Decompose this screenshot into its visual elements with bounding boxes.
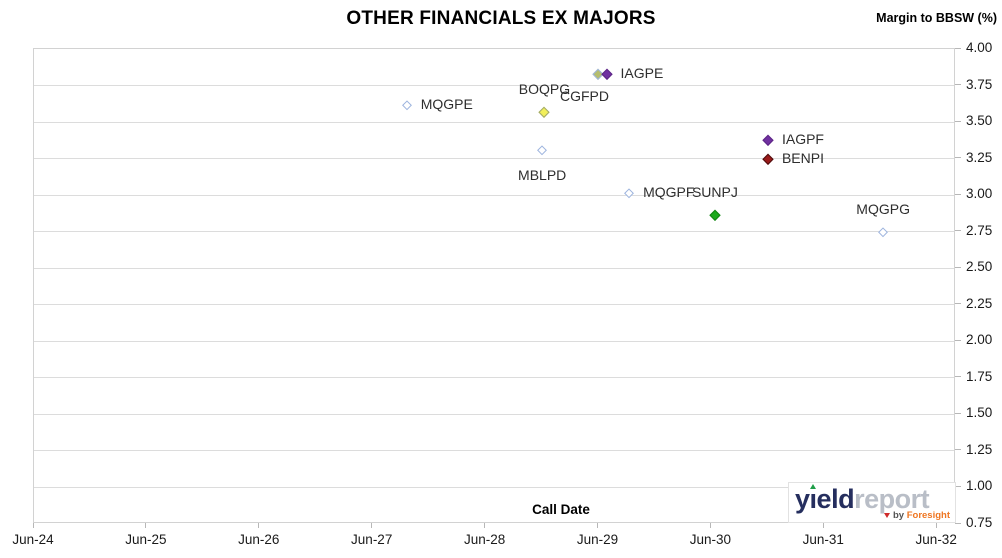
y-axis-tick [955,84,961,86]
y-axis-tick-label: 3.50 [966,113,993,129]
gridline [34,121,954,123]
point-label-iagpf: IAGPF [781,131,824,148]
gridline [34,304,954,306]
x-axis-tick-label: Jun-24 [12,532,54,547]
yieldreport-logo: yı eldreport by Foresight [788,482,956,523]
y-axis-tick-label: 1.00 [966,478,993,494]
logo-word-yield: yı eld [795,484,855,514]
y-axis-tick [955,266,961,268]
x-axis-tick [145,523,147,528]
logo-word-report: report [854,484,930,514]
y-axis-tick-label: 2.25 [966,295,993,311]
y-axis-tick [955,230,961,232]
x-axis-tick [371,523,373,528]
logo-byline: by Foresight [883,510,950,521]
x-axis-tick [258,523,260,528]
y-axis-tick [955,339,961,341]
y-axis-tick-label: 3.75 [966,76,993,92]
x-axis-tick [709,523,711,528]
point-label-mqgpf: MQGPF [643,183,695,200]
gridline [34,377,954,379]
x-axis-tick-label: Jun-30 [689,532,732,547]
x-axis-tick [822,523,824,528]
point-label-cgfpd: CGFPD [560,88,609,105]
red-triangle-icon [883,513,890,518]
y-axis-tick [955,157,961,159]
chart-title: OTHER FINANCIALS EX MAJORS [346,8,656,29]
y-axis-tick-label: 3.00 [966,186,993,202]
y-axis-title: Margin to BBSW (%) [876,11,997,25]
x-axis-tick-label: Jun-29 [576,532,619,547]
point-label-mqgpe: MQGPE [420,96,473,112]
point-label-iagpe: IAGPE [620,65,664,82]
gridline [34,194,954,196]
gridline [34,340,954,342]
gridline [34,450,954,452]
logo-brand-name: Foresight [906,510,950,521]
y-axis-tick [955,303,961,305]
plot-area [33,48,955,523]
x-axis-tick-label: Jun-31 [802,532,844,547]
point-label-mblpd: MBLPD [518,167,567,184]
y-axis-tick-label: 4.00 [966,40,993,55]
logo-letter-i: ı [809,484,817,514]
point-label-boqpg: BOQPG [518,81,571,98]
y-axis-tick-label: 1.75 [966,368,993,384]
y-axis-tick-label: 1.50 [966,405,993,421]
y-axis-tick [955,485,961,487]
gridline [34,231,954,233]
x-axis-title: Call Date [532,502,590,517]
point-label-sunpj: SUNPJ [691,183,738,200]
y-axis-tick-label: 3.25 [966,149,993,165]
x-axis-tick [597,523,598,528]
x-axis-tick [484,523,486,528]
y-axis-tick [955,412,961,414]
x-axis-tick-label: Jun-32 [915,532,957,547]
gridline [34,267,954,269]
y-axis-tick [955,47,961,49]
gridline [34,486,954,488]
y-axis-tick-label: 2.00 [966,332,993,348]
gridline [34,85,954,87]
x-axis-tick-label: Jun-27 [351,532,393,547]
y-axis-tick [955,449,961,451]
point-label-mqgpg: MQGPG [856,201,910,218]
x-axis-tick-label: Jun-28 [463,532,506,547]
x-axis-tick [32,523,34,528]
y-axis-tick-label: 2.50 [966,259,993,275]
x-axis-tick-label: Jun-26 [238,532,280,547]
point-label-benpi: BENPI [781,150,824,167]
x-axis-tick [935,523,937,528]
y-axis-tick-label: 2.75 [966,222,993,238]
y-axis-tick [955,376,961,378]
logo-by-text: by [892,510,905,521]
green-triangle-icon [810,484,817,489]
y-axis-tick-label: 0.75 [966,515,993,530]
gridline [34,158,954,160]
logo-wordmark: yı eldreport [795,483,930,516]
x-axis-tick-label: Jun-25 [125,532,167,547]
y-axis-tick [955,120,961,122]
y-axis-tick [955,522,961,524]
y-axis-tick-label: 1.25 [966,441,993,457]
gridline [34,413,954,415]
y-axis-tick [955,193,961,195]
